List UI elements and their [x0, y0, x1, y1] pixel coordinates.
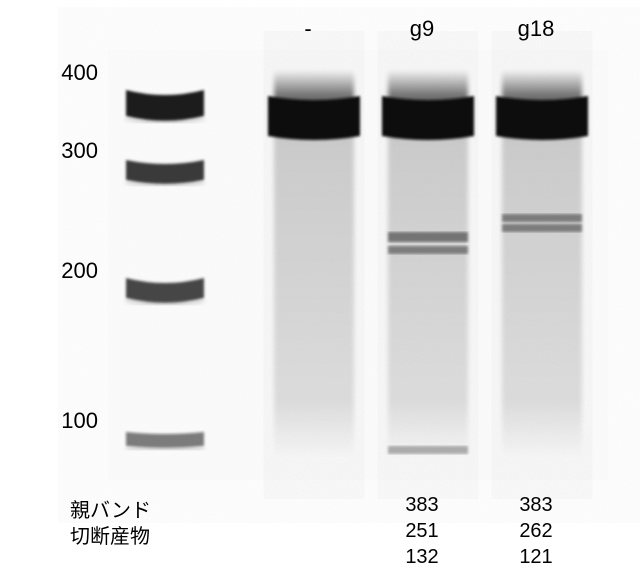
ladder-label-400: 400 [38, 60, 98, 86]
ladder-label-300: 300 [38, 138, 98, 164]
lane-label-g18: g18 [496, 16, 576, 42]
val-g18-parent: 383 [496, 494, 576, 517]
row-label-cleavage: 切断産物 [70, 520, 150, 549]
ladder-label-100: 100 [38, 408, 98, 434]
val-g9-cut1: 251 [382, 520, 462, 543]
val-g18-cut2: 121 [496, 546, 576, 569]
lane-label-g9: g9 [382, 16, 462, 42]
val-g9-cut2: 132 [382, 546, 462, 569]
ladder-label-200: 200 [38, 258, 98, 284]
row-label-parent: 親バンド [70, 494, 151, 523]
val-g18-cut1: 262 [496, 520, 576, 543]
val-g9-parent: 383 [382, 494, 462, 517]
lane-label-minus: - [268, 16, 348, 42]
